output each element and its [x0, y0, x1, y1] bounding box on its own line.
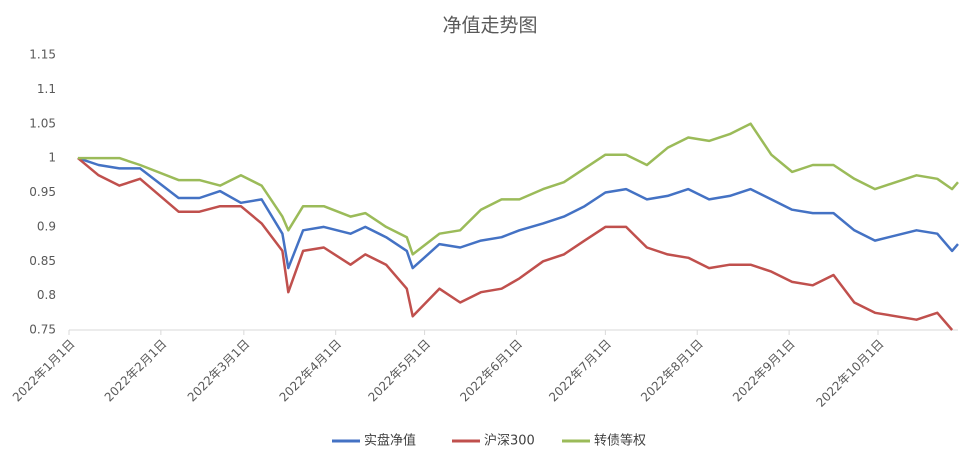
series-line — [77, 156, 959, 270]
legend-label: 转债等权 — [594, 433, 646, 449]
x-tick-label: 2022年7月1日 — [546, 337, 614, 405]
y-tick-label: 1.15 — [29, 48, 56, 62]
y-tick-label: 0.95 — [29, 185, 56, 199]
chart-title: 净值走势图 — [442, 15, 537, 37]
x-tick-label: 2022年8月1日 — [638, 337, 706, 405]
x-tick-label: 2022年3月1日 — [185, 337, 253, 405]
x-tick-label: 2022年4月1日 — [277, 337, 345, 405]
y-tick-label: 0.8 — [37, 288, 56, 302]
series-line — [77, 122, 959, 256]
legend-label: 沪深300 — [484, 433, 535, 449]
x-tick-label: 2022年5月1日 — [365, 337, 433, 405]
y-tick-label: 1.05 — [29, 116, 56, 130]
x-tick-label: 2022年1月1日 — [10, 337, 78, 405]
x-tick-label: 2022年6月1日 — [457, 337, 525, 405]
y-tick-label: 1 — [48, 151, 56, 165]
series-line — [77, 157, 954, 331]
y-tick-label: 0.85 — [29, 254, 56, 268]
x-tick-label: 2022年2月1日 — [102, 337, 170, 405]
y-tick-label: 1.1 — [37, 82, 56, 96]
legend-label: 实盘净值 — [364, 433, 416, 449]
y-tick-label: 0.9 — [37, 219, 56, 233]
x-tick-label: 2022年10月1日 — [813, 337, 886, 410]
x-tick-label: 2022年9月1日 — [730, 337, 798, 405]
y-tick-label: 0.75 — [29, 323, 56, 337]
